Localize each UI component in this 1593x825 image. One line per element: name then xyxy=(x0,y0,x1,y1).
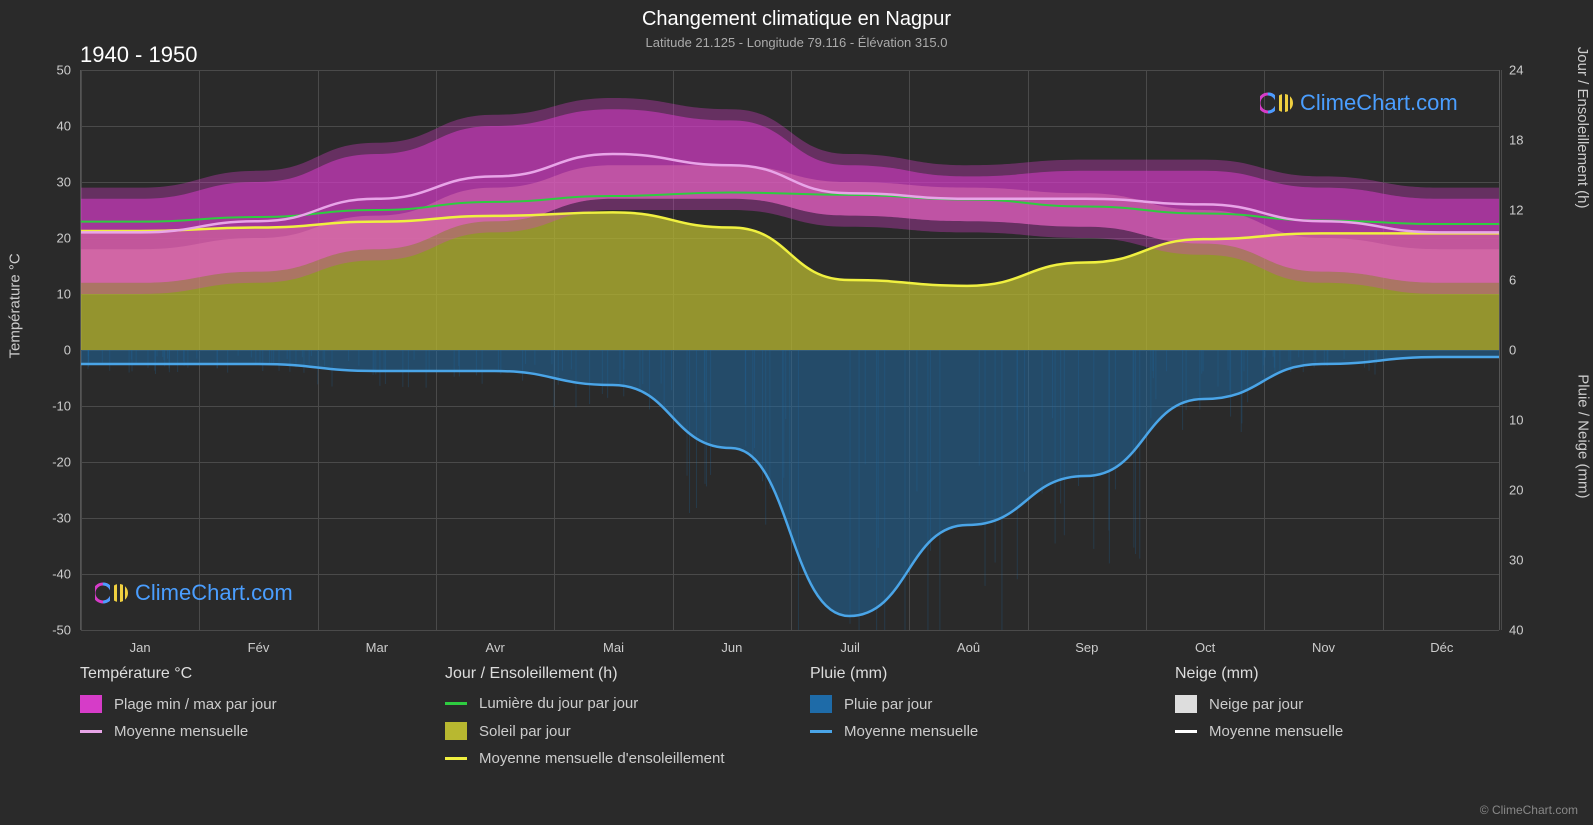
y-right-top-tick: 24 xyxy=(1509,63,1539,78)
month-label: Fév xyxy=(248,640,270,655)
y-left-tick: 40 xyxy=(31,119,71,134)
y-left-tick: -20 xyxy=(31,455,71,470)
watermark-text: ClimeChart.com xyxy=(135,580,293,606)
legend-label: Moyenne mensuelle xyxy=(114,723,248,740)
y-left-tick: 0 xyxy=(31,343,71,358)
legend-label: Moyenne mensuelle d'ensoleillement xyxy=(479,750,725,767)
month-label: Oct xyxy=(1195,640,1215,655)
watermark-top: ClimeChart.com xyxy=(1260,90,1458,116)
legend-temp-avg: Moyenne mensuelle xyxy=(80,723,405,740)
y-axis-right-top-title: Jour / Ensoleillement (h) xyxy=(1575,47,1592,209)
y-right-bottom-tick: 40 xyxy=(1509,623,1544,638)
legend-label: Pluie par jour xyxy=(844,696,932,713)
logo-icon xyxy=(1260,91,1294,115)
legend-col-rain: Pluie (mm) Pluie par jour Moyenne mensue… xyxy=(810,665,1135,777)
period-label: 1940 - 1950 xyxy=(80,42,197,68)
month-label: Avr xyxy=(486,640,505,655)
y-left-tick: -30 xyxy=(31,511,71,526)
legend-snow-avg: Moyenne mensuelle xyxy=(1175,723,1500,740)
swatch-line-icon xyxy=(445,757,467,760)
legend-col-temp: Température °C Plage min / max par jour … xyxy=(80,665,405,777)
legend: Température °C Plage min / max par jour … xyxy=(80,665,1500,777)
logo-icon xyxy=(95,581,129,605)
swatch-line-icon xyxy=(445,702,467,705)
swatch-box-icon xyxy=(1175,695,1197,713)
legend-temp-range: Plage min / max par jour xyxy=(80,695,405,713)
month-label: Mar xyxy=(366,640,388,655)
legend-label: Moyenne mensuelle xyxy=(844,723,978,740)
legend-col-day: Jour / Ensoleillement (h) Lumière du jou… xyxy=(445,665,770,777)
legend-sun-avg: Moyenne mensuelle d'ensoleillement xyxy=(445,750,770,767)
y-right-bottom-tick: 30 xyxy=(1509,553,1544,568)
month-label: Jun xyxy=(721,640,742,655)
y-left-tick: 20 xyxy=(31,231,71,246)
y-right-top-tick: 12 xyxy=(1509,203,1539,218)
y-left-tick: 10 xyxy=(31,287,71,302)
legend-snow-header: Neige (mm) xyxy=(1175,665,1500,683)
legend-temp-header: Température °C xyxy=(80,665,405,683)
month-label: Mai xyxy=(603,640,624,655)
y-axis-right-bottom-title: Pluie / Neige (mm) xyxy=(1575,374,1592,498)
swatch-line-icon xyxy=(80,730,102,733)
month-label: Jan xyxy=(130,640,151,655)
legend-rain-daily: Pluie par jour xyxy=(810,695,1135,713)
legend-label: Lumière du jour par jour xyxy=(479,695,638,712)
legend-col-snow: Neige (mm) Neige par jour Moyenne mensue… xyxy=(1175,665,1500,777)
y-right-bottom-tick: 10 xyxy=(1509,413,1544,428)
legend-rain-avg: Moyenne mensuelle xyxy=(810,723,1135,740)
chart-plot-area: 50403020100-10-20-30-40-5024181260102030… xyxy=(80,70,1500,630)
y-left-tick: -10 xyxy=(31,399,71,414)
y-left-tick: -50 xyxy=(31,623,71,638)
y-right-bottom-tick: 20 xyxy=(1509,483,1544,498)
month-label: Nov xyxy=(1312,640,1335,655)
watermark-bottom: ClimeChart.com xyxy=(95,580,293,606)
y-axis-left-title: Température °C xyxy=(7,253,24,358)
legend-label: Soleil par jour xyxy=(479,723,571,740)
month-label: Aoû xyxy=(957,640,980,655)
watermark-text: ClimeChart.com xyxy=(1300,90,1458,116)
chart-title: Changement climatique en Nagpur xyxy=(0,0,1593,31)
y-left-tick: 50 xyxy=(31,63,71,78)
legend-sun: Soleil par jour xyxy=(445,722,770,740)
month-label: Sep xyxy=(1075,640,1098,655)
y-right-top-tick: 18 xyxy=(1509,133,1539,148)
legend-day-header: Jour / Ensoleillement (h) xyxy=(445,665,770,683)
swatch-box-icon xyxy=(810,695,832,713)
y-left-tick: 30 xyxy=(31,175,71,190)
legend-label: Moyenne mensuelle xyxy=(1209,723,1343,740)
y-left-tick: -40 xyxy=(31,567,71,582)
y-right-top-tick: 6 xyxy=(1509,273,1539,288)
month-label: Juil xyxy=(840,640,860,655)
copyright: © ClimeChart.com xyxy=(1480,803,1578,817)
legend-label: Plage min / max par jour xyxy=(114,696,277,713)
legend-daylight: Lumière du jour par jour xyxy=(445,695,770,712)
swatch-box-icon xyxy=(80,695,102,713)
y-right-top-tick: 0 xyxy=(1509,343,1539,358)
legend-rain-header: Pluie (mm) xyxy=(810,665,1135,683)
chart-subtitle: Latitude 21.125 - Longitude 79.116 - Élé… xyxy=(0,31,1593,50)
swatch-line-icon xyxy=(1175,730,1197,733)
legend-label: Neige par jour xyxy=(1209,696,1303,713)
swatch-line-icon xyxy=(810,730,832,733)
swatch-box-icon xyxy=(445,722,467,740)
legend-snow-daily: Neige par jour xyxy=(1175,695,1500,713)
month-label: Déc xyxy=(1430,640,1453,655)
